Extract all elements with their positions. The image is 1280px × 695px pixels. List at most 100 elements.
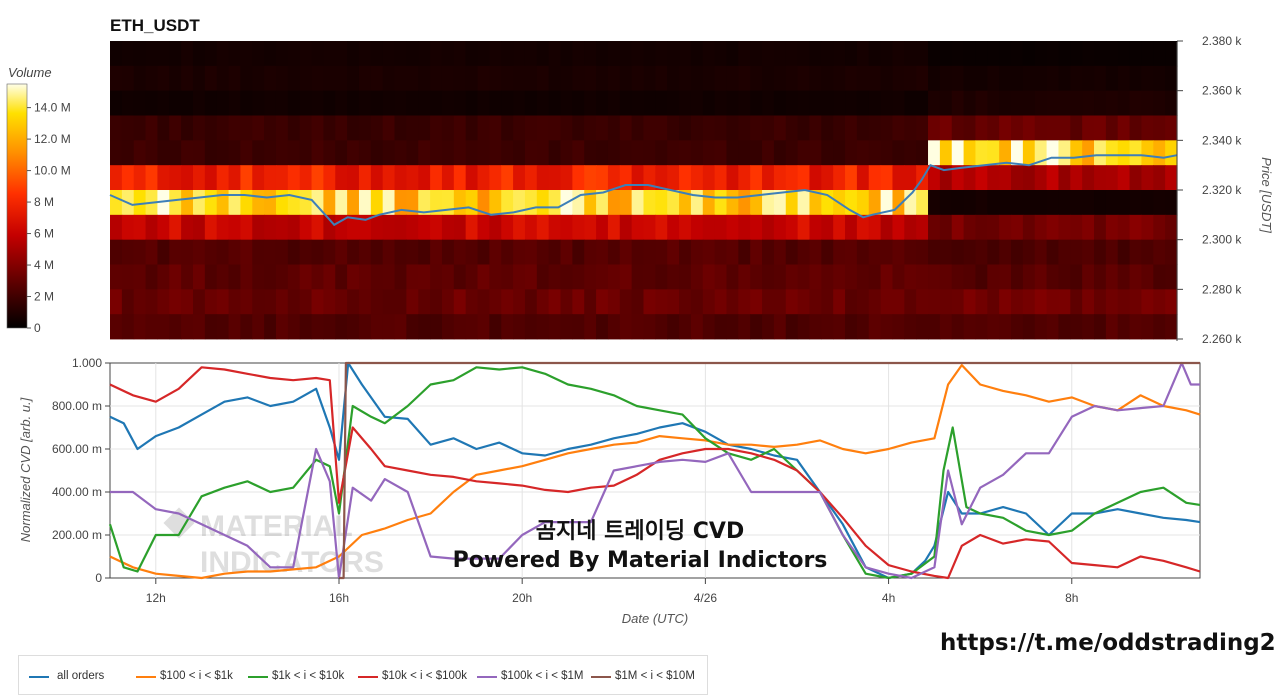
heatmap-cell — [928, 115, 941, 141]
heatmap-cell — [216, 239, 230, 265]
heatmap-cell — [560, 239, 573, 265]
heatmap-cell — [524, 65, 538, 92]
heatmap-cell — [750, 140, 763, 166]
legend-label-10k-100k[interactable]: $10k < i < $100k — [382, 670, 468, 682]
heatmap-cell — [607, 190, 621, 216]
heatmap-cell — [631, 289, 645, 315]
heatmap-cell — [726, 65, 739, 92]
legend-label-1m-10m[interactable]: $1M < i < $10M — [615, 670, 695, 682]
heatmap-cell — [607, 41, 621, 67]
heatmap-cell — [489, 165, 502, 191]
heatmap-cell — [880, 314, 894, 340]
heatmap-cell — [157, 65, 170, 92]
heatmap-cell — [133, 264, 147, 290]
heatmap-cell — [679, 140, 692, 166]
heatmap-cell — [1105, 65, 1119, 92]
heatmap-cell — [275, 289, 289, 315]
legend-label-1k-10k[interactable]: $1k < i < $10k — [272, 670, 345, 682]
heatmap-cell — [110, 165, 123, 191]
heatmap-cell — [631, 264, 645, 290]
heatmap-cell — [868, 90, 882, 116]
heatmap-cell — [963, 165, 977, 191]
heatmap-cell — [501, 140, 514, 166]
heatmap-cell — [726, 115, 739, 141]
heatmap-cell — [275, 90, 289, 116]
heatmap-cell — [999, 90, 1012, 116]
heatmap-cell — [548, 41, 562, 67]
heatmap-cell — [1094, 214, 1107, 241]
heatmap-cell — [773, 264, 787, 290]
heatmap-cell — [797, 214, 811, 241]
heatmap-cell — [465, 239, 479, 265]
telegram-link[interactable]: https://t.me/oddstrading2 — [940, 630, 1276, 656]
heatmap-cell — [418, 165, 431, 191]
heatmap-cell — [596, 289, 609, 315]
heatmap-cell — [501, 115, 514, 141]
heatmap-cell — [1046, 289, 1060, 315]
heatmap-cell — [833, 90, 846, 116]
heatmap-cell — [394, 90, 407, 116]
heatmap-cell — [939, 65, 953, 92]
heatmap-cell — [287, 41, 301, 67]
heatmap-cell — [797, 140, 811, 166]
heatmap-cell — [821, 264, 834, 290]
legend-label-100k-1m[interactable]: $100k < i < $1M — [501, 670, 584, 682]
heatmap-cell — [690, 41, 704, 67]
legend-label-all-orders[interactable]: all orders — [57, 670, 105, 682]
heatmap-cell — [572, 115, 585, 141]
heatmap-cell — [963, 314, 977, 340]
heatmap-cell — [228, 239, 242, 265]
heatmap-cell — [560, 115, 573, 141]
heatmap-cell — [963, 264, 977, 290]
heatmap-cell — [1046, 115, 1060, 141]
heatmap-cell — [430, 165, 443, 191]
heatmap-cell — [572, 239, 585, 265]
heatmap-cell — [264, 115, 277, 141]
heatmap-cell — [845, 314, 858, 340]
heatmap-cell — [584, 264, 597, 290]
heatmap-cell — [714, 65, 728, 92]
heatmap-cell — [596, 190, 609, 216]
heatmap-cell — [465, 214, 479, 241]
heatmap-cell — [655, 165, 668, 191]
heatmap-cell — [975, 190, 988, 216]
heatmap-cell — [702, 289, 716, 315]
heatmap-cell — [513, 90, 526, 116]
heatmap-cell — [631, 314, 645, 340]
heatmap-cell — [690, 289, 704, 315]
heatmap-cell — [904, 65, 917, 92]
heatmap-cell — [1117, 190, 1131, 216]
heatmap-cell — [904, 115, 917, 141]
heatmap-cell — [299, 90, 313, 116]
heatmap-cell — [311, 314, 324, 340]
heatmap-cell — [856, 314, 870, 340]
heatmap-cell — [1011, 90, 1024, 116]
heatmap-cell — [169, 314, 182, 340]
heatmap-cell — [738, 314, 751, 340]
heatmap-cell — [287, 239, 301, 265]
heatmap-cell — [856, 140, 870, 166]
heatmap-cell — [631, 41, 645, 67]
heatmap-cell — [430, 65, 443, 92]
colorbar-tick-label: 6 M — [34, 227, 54, 241]
heatmap-cell — [1022, 314, 1036, 340]
heatmap-cell — [382, 165, 396, 191]
heatmap-cell — [453, 264, 467, 290]
legend-label-100-1k[interactable]: $100 < i < $1k — [160, 670, 233, 682]
heatmap-cell — [524, 264, 538, 290]
heatmap-cell — [252, 165, 265, 191]
heatmap-cell — [501, 214, 514, 241]
heatmap-cell — [157, 190, 170, 216]
heatmap-cell — [192, 190, 206, 216]
heatmap-cell — [892, 314, 905, 340]
heatmap-cell — [619, 214, 633, 241]
heatmap-cell — [1070, 90, 1083, 116]
heatmap-cell — [904, 41, 917, 67]
heatmap-cell — [999, 165, 1012, 191]
heatmap-cell — [1094, 65, 1107, 92]
cvd-x-axis-label: Date (UTC) — [622, 611, 688, 626]
heatmap-cell — [1082, 264, 1095, 290]
heatmap-cell — [975, 90, 988, 116]
heatmap-cell — [169, 264, 182, 290]
heatmap-cell — [501, 165, 514, 191]
